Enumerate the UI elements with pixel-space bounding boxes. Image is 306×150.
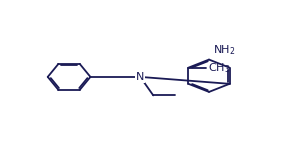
Text: N: N (136, 72, 144, 82)
Text: NH$_2$: NH$_2$ (213, 43, 236, 57)
Text: CH$_3$: CH$_3$ (208, 61, 231, 75)
